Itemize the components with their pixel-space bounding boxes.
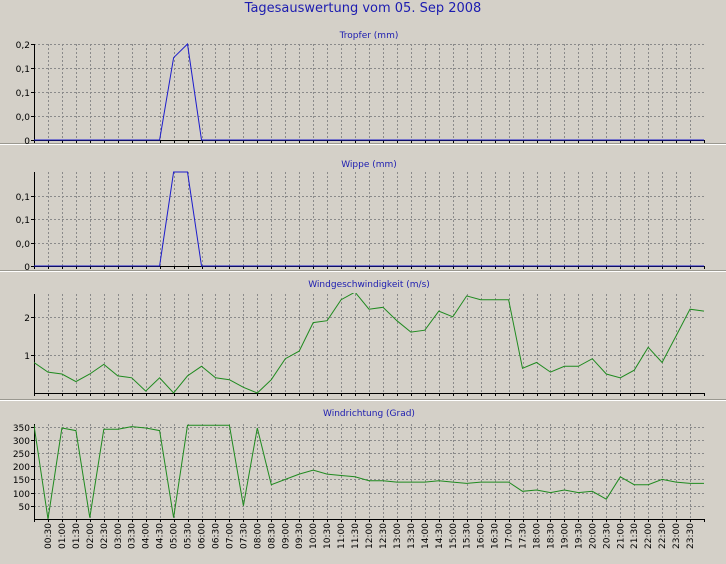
x-tick-label: 15:30: [463, 523, 473, 549]
y-tick-label: 200: [13, 463, 30, 473]
x-tick-label: 01:30: [72, 523, 82, 549]
y-tick-label: 0,1: [16, 193, 30, 203]
x-tick-label: 21:00: [616, 523, 626, 549]
y-tick-label: 0: [24, 263, 30, 273]
x-tick-label: 10:00: [309, 523, 319, 549]
y-tick-label: 1: [24, 352, 30, 362]
x-tick-label: 20:00: [588, 523, 598, 549]
series-line: [34, 293, 705, 394]
y-tick-label: 0,1: [16, 89, 30, 99]
x-tick-label: 16:00: [477, 523, 487, 549]
page-title: Tagesauswertung vom 05. Sep 2008: [244, 1, 482, 16]
x-tick-label: 05:30: [184, 523, 194, 549]
x-tick-label: 17:30: [519, 523, 529, 549]
x-tick-label: 23:30: [686, 523, 696, 549]
panel-title: Windrichtung (Grad): [323, 409, 415, 419]
x-tick-label: 08:00: [253, 523, 263, 549]
y-tick-label: 0,1: [16, 216, 30, 226]
x-tick-label: 09:30: [295, 523, 305, 549]
x-tick-label: 06:30: [211, 523, 221, 549]
y-tick-label: 0,2: [16, 41, 30, 51]
x-tick-label: 19:00: [560, 523, 570, 549]
x-tick-label: 16:30: [491, 523, 501, 549]
y-tick-label: 0,0: [16, 113, 31, 123]
panel-title: Tropfer (mm): [339, 31, 399, 41]
y-tick-label: 300: [13, 437, 30, 447]
x-tick-label: 01:00: [58, 523, 68, 549]
panel-separator: [0, 143, 726, 145]
y-tick-label: 2: [24, 314, 30, 324]
x-tick-label: 20:30: [602, 523, 612, 549]
x-tick-label: 14:30: [435, 523, 445, 549]
series-line: [34, 424, 704, 520]
panel-title: Wippe (mm): [341, 160, 397, 170]
x-tick-label: 13:30: [407, 523, 417, 549]
x-tick-label: 02:00: [86, 523, 96, 549]
x-tick-label: 17:00: [505, 523, 515, 549]
x-tick-label: 18:00: [533, 523, 543, 549]
x-tick-label: 07:30: [239, 523, 249, 549]
x-tick-label: 08:30: [267, 523, 277, 549]
x-tick-label: 11:00: [337, 523, 347, 549]
plot-area: [34, 424, 704, 519]
x-tick-label: 22:00: [644, 523, 654, 549]
x-tick-label: 19:30: [574, 523, 584, 549]
panel-title: Windgeschwindigkeit (m/s): [308, 280, 430, 290]
panel-separator: [0, 399, 726, 401]
x-tick-label: 10:30: [323, 523, 333, 549]
series-line: [34, 171, 704, 267]
x-tick-label: 02:30: [100, 523, 110, 549]
x-tick-label: 18:30: [546, 523, 556, 549]
y-tick-label: 150: [13, 476, 30, 486]
y-tick-label: 100: [13, 490, 30, 500]
y-tick-label: 0,0: [16, 240, 31, 250]
panel-separator: [0, 270, 726, 272]
x-tick-label: 12:30: [379, 523, 389, 549]
x-tick-label: 13:00: [393, 523, 403, 549]
y-tick-label: 0: [24, 137, 30, 147]
y-tick-label: 50: [19, 503, 31, 513]
x-tick-label: 04:30: [156, 523, 166, 549]
x-tick-label: 11:30: [351, 523, 361, 549]
x-tick-label: 07:00: [225, 523, 235, 549]
x-tick-label: 23:00: [672, 523, 682, 549]
x-tick-label: 22:30: [658, 523, 668, 549]
x-tick-label: 15:00: [449, 523, 459, 549]
series-line: [34, 43, 704, 141]
y-tick-label: 350: [13, 424, 30, 434]
x-tick-label: 03:30: [128, 523, 138, 549]
x-tick-label: 03:00: [114, 523, 124, 549]
y-tick-label: 0,1: [16, 65, 30, 75]
x-tick-label: 04:00: [142, 523, 152, 549]
plot-area: [34, 172, 704, 266]
x-tick-label: 09:00: [281, 523, 291, 549]
x-tick-label: 06:00: [198, 523, 208, 549]
y-tick-label: 250: [13, 450, 30, 460]
x-tick-label: 21:30: [630, 523, 640, 549]
x-tick-label: 12:00: [365, 523, 375, 549]
x-tick-label: 00:30: [44, 523, 54, 549]
x-tick-label: 14:00: [421, 523, 431, 549]
x-tick-label: 05:00: [170, 523, 180, 549]
